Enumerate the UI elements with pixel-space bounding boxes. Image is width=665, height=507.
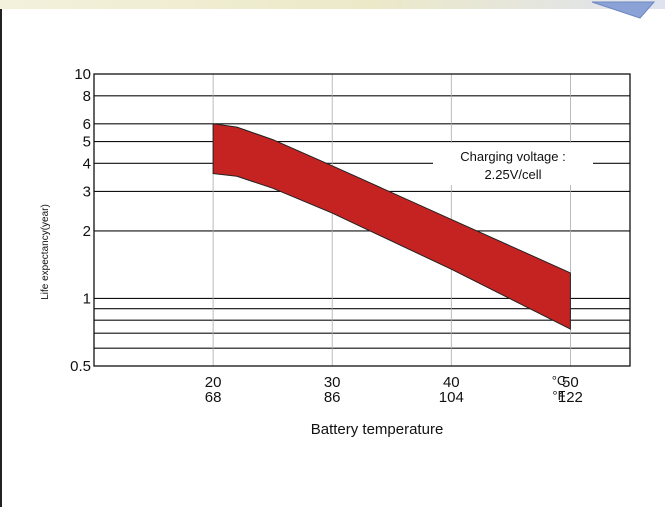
- y-tick-label: 5: [83, 134, 91, 151]
- x-tick-label-fahrenheit: 122: [558, 389, 583, 406]
- grid-lines: [94, 73, 630, 367]
- life-band: [212, 123, 571, 330]
- y-tick-label: 4: [83, 155, 91, 172]
- y-tick-label: 0.5: [70, 358, 91, 375]
- plot-border: [93, 73, 631, 367]
- header-band: [0, 0, 665, 9]
- y-axis-label: Life expectancy(year): [40, 204, 51, 300]
- annotation-background: [433, 143, 593, 185]
- x-tick-label-celsius: 30: [324, 374, 341, 391]
- x-tick-label-fahrenheit: 86: [324, 389, 341, 406]
- x-tick-label-celsius: 20: [205, 374, 222, 391]
- x-axis-label: Battery temperature: [311, 421, 444, 438]
- annotation-line-1: Charging voltage :: [460, 149, 566, 164]
- x-unit-celsius: °C: [552, 373, 567, 388]
- x-tick-label-celsius: 50: [562, 374, 579, 391]
- x-tick-label-celsius: 40: [443, 374, 460, 391]
- y-tick-labels: 10 8 65 4 3 2 1 0.5: [70, 66, 91, 375]
- y-tick-label: 8: [83, 88, 91, 105]
- decorative-arrow-icon: [591, 1, 656, 19]
- life-expectancy-band: [212, 123, 571, 330]
- x-tick-label-fahrenheit: 68: [205, 389, 222, 406]
- y-tick-label: 1: [83, 290, 91, 307]
- y-tick-label: 6: [83, 116, 91, 133]
- y-tick-label: 2: [83, 223, 91, 240]
- y-tick-label: 3: [83, 183, 91, 200]
- x-unit-fahrenheit: °F: [552, 388, 565, 403]
- y-tick-label: 10: [74, 66, 91, 83]
- x-tick-label-fahrenheit: 104: [439, 389, 464, 406]
- frame-left-border: [0, 9, 2, 507]
- annotation-line-2: 2.25V/cell: [484, 167, 541, 182]
